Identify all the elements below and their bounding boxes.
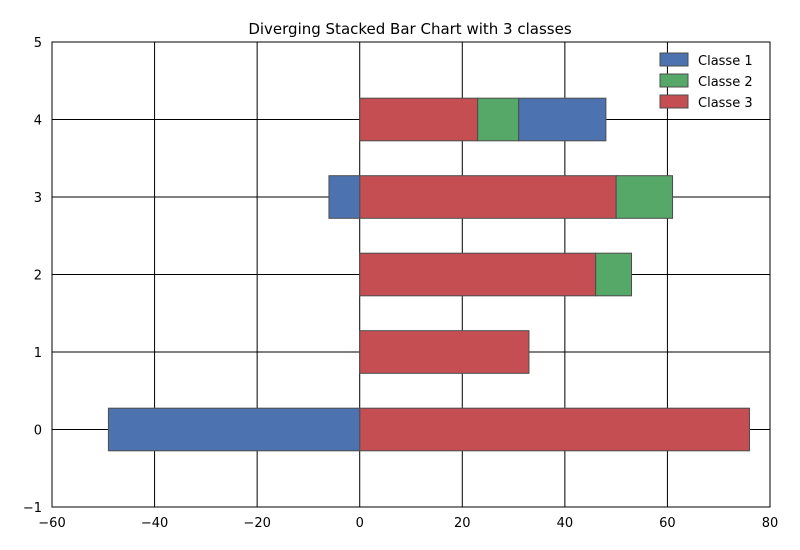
x-tick-label: 60 xyxy=(659,516,676,531)
bar-classe-1-row-3 xyxy=(328,175,361,219)
legend-label: Classe 2 xyxy=(698,75,753,90)
legend-label: Classe 3 xyxy=(698,96,753,111)
bar-classe-3-row-3 xyxy=(359,175,617,219)
bar-classe-1-row-4 xyxy=(518,97,607,142)
bar-classe-3-row-1 xyxy=(359,330,530,374)
x-tick-label: 20 xyxy=(454,516,471,531)
bar-classe-3-row-4 xyxy=(359,97,479,142)
y-tick-label: 5 xyxy=(34,36,42,51)
y-tick-label: 3 xyxy=(34,191,42,206)
y-tick-label: 4 xyxy=(34,114,42,129)
chart-title: Diverging Stacked Bar Chart with 3 class… xyxy=(248,20,571,38)
y-tick-label: 0 xyxy=(34,424,42,439)
legend-swatch xyxy=(659,52,689,67)
bar-classe-2-row-3 xyxy=(615,175,674,219)
bar-classe-2-row-2 xyxy=(595,252,633,297)
legend: Classe 1 Classe 2 Classe 3 xyxy=(659,52,753,111)
bar-classe-1-row-0 xyxy=(107,407,361,452)
legend-swatch xyxy=(659,73,689,88)
plot-frame xyxy=(51,41,771,508)
bar-layer xyxy=(107,97,750,452)
bar-classe-2-row-4 xyxy=(477,97,520,142)
tick-layer: −60 −40 −20 0 20 40 60 80 −1 0 1 2 3 4 5 xyxy=(23,36,778,531)
y-tick-label: 1 xyxy=(34,346,42,361)
x-tick-label: −20 xyxy=(243,516,270,531)
legend-label: Classe 1 xyxy=(698,54,753,69)
y-tick-label: 2 xyxy=(34,269,42,284)
x-tick-label: 80 xyxy=(762,516,779,531)
x-tick-label: −60 xyxy=(38,516,65,531)
legend-swatch xyxy=(659,94,689,109)
x-tick-label: 40 xyxy=(557,516,574,531)
x-tick-label: 0 xyxy=(356,516,364,531)
bar-classe-3-row-0 xyxy=(359,407,750,452)
x-tick-label: −40 xyxy=(141,516,168,531)
bar-classe-3-row-2 xyxy=(359,252,597,297)
y-tick-label: −1 xyxy=(23,501,42,516)
